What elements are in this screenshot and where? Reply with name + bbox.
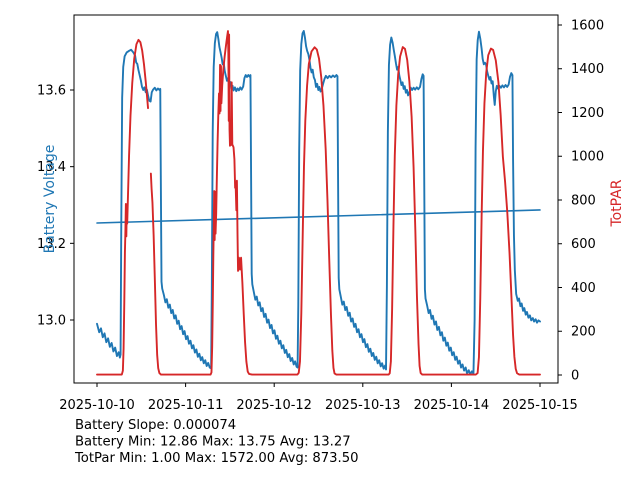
totpar-path	[96, 38, 149, 376]
x-tick-label: 2025-10-14	[414, 398, 490, 413]
y-right-tick-label: 600	[571, 237, 596, 252]
battery-voltage-path	[96, 30, 541, 376]
y-right-tick-label: 0	[571, 368, 579, 383]
battery-trend-slope-fit--path	[96, 209, 541, 224]
y-right-tick-label: 800	[571, 193, 596, 208]
y-right-tick-label: 1200	[571, 106, 604, 121]
footnote-totpar-minmax: TotPar Min: 1.00 Max: 1572.00 Avg: 873.5…	[74, 451, 359, 466]
y-right-tick-label: 400	[571, 281, 596, 296]
plot-area	[73, 14, 559, 384]
totpar-path	[149, 30, 541, 376]
y-left-tick-label: 13.4	[37, 160, 66, 175]
footnote-battery-slope: Battery Slope: 0.000074	[75, 418, 236, 433]
y-right-tick-label: 1600	[571, 18, 604, 33]
y-left-tick-label: 13.2	[37, 237, 66, 252]
axis-ticks-layer: 2025-10-10 2025-10-11 2025-10-12 2025-10-13…	[37, 18, 604, 413]
x-tick-label: 2025-10-13	[325, 398, 401, 413]
y-axis-right-label: TotPAR	[609, 179, 625, 227]
x-tick-label: 2025-10-10	[59, 398, 135, 413]
x-tick-label: 2025-10-11	[148, 398, 224, 413]
x-tick-label: 2025-10-12	[236, 398, 312, 413]
y-left-tick-label: 13.6	[37, 84, 66, 99]
y-left-tick-label: 13.0	[37, 313, 66, 328]
footnote-battery-minmax: Battery Min: 12.86 Max: 13.75 Avg: 13.27	[75, 435, 351, 450]
y-right-tick-label: 200	[571, 325, 596, 340]
y-right-tick-label: 1000	[571, 150, 604, 165]
series-layer	[96, 30, 541, 376]
y-axis-left-label: Battery Voltage	[42, 145, 58, 254]
y-right-tick-label: 1400	[571, 62, 604, 77]
x-tick-label: 2025-10-15	[502, 398, 578, 413]
